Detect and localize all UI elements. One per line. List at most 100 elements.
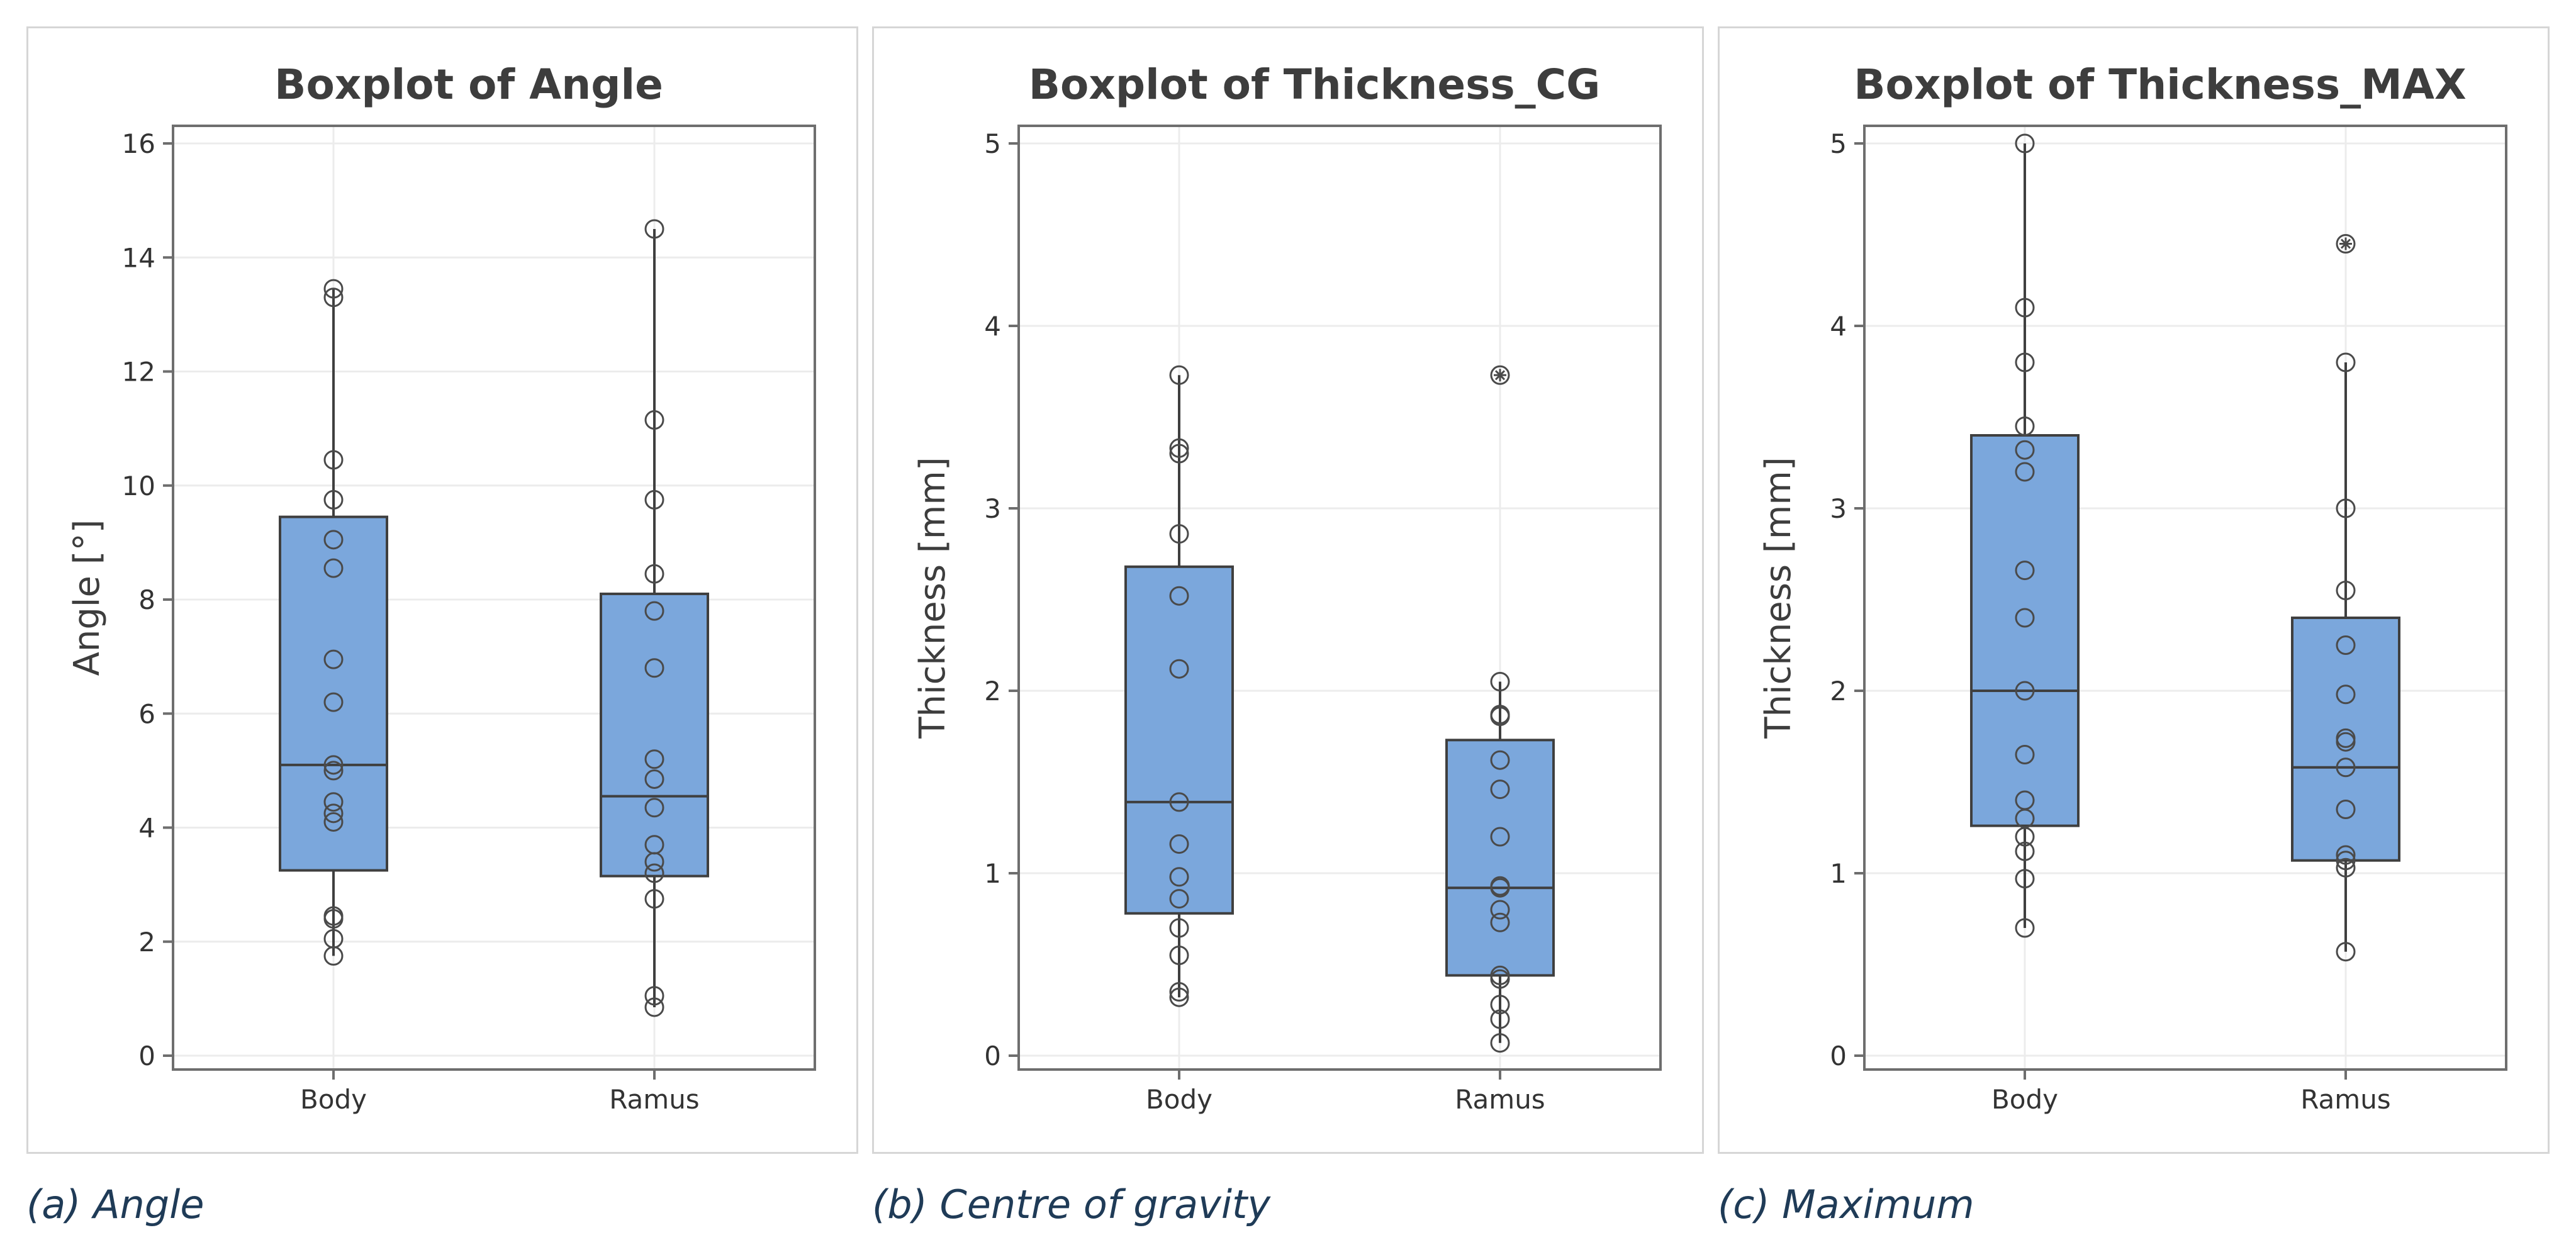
- data-point: [323, 692, 344, 712]
- iqr-box: [2291, 617, 2400, 862]
- y-tick-label: 16: [122, 128, 155, 159]
- chart-svg: Boxplot of Thickness_MAX 0 1 2 3 4 5 Thickness …: [1758, 60, 2507, 1115]
- data-point: [323, 792, 344, 812]
- data-point: [1490, 1009, 1510, 1029]
- data-point: [2336, 858, 2356, 878]
- outlier-marker: [2336, 234, 2356, 254]
- outlier-circle: [2336, 234, 2356, 254]
- box-body: [279, 279, 388, 966]
- data-point: [1169, 792, 1189, 812]
- data-point: [2015, 841, 2035, 861]
- caption-angle: (a) Angle: [26, 1182, 204, 1227]
- chart-panel-thickness-cg: Boxplot of Thickness_CG 0 1 2 3 4 5 Thickness […: [872, 26, 1704, 1154]
- grid-lines: [1864, 126, 2506, 1070]
- data-point: [2015, 561, 2035, 581]
- data-point: [323, 929, 344, 949]
- plot-frame: [1017, 125, 1662, 1071]
- data-point: [644, 601, 664, 621]
- data-point: [1490, 876, 1510, 896]
- data-point: [323, 755, 344, 775]
- data-point: [644, 863, 664, 883]
- y-tick-label: 0: [984, 1041, 1001, 1071]
- data-point: [2015, 681, 2035, 701]
- y-tick-label: 10: [122, 471, 155, 501]
- data-point: [2336, 581, 2356, 600]
- data-point: [323, 812, 344, 832]
- data-point: [2336, 942, 2356, 962]
- data-point: [2336, 757, 2356, 778]
- data-point: [1169, 444, 1189, 464]
- data-point: [1490, 1033, 1510, 1053]
- data-point: [2336, 352, 2356, 372]
- data-point: [2015, 352, 2035, 372]
- data-point: [1490, 995, 1510, 1015]
- data-point: [1490, 750, 1510, 770]
- data-point: [323, 906, 344, 926]
- data-point: [1169, 438, 1189, 458]
- data-point: [1490, 912, 1510, 932]
- y-tick-label: 3: [1830, 493, 1847, 524]
- data-point: [323, 279, 344, 299]
- iqr-box: [600, 592, 709, 878]
- chart-svg: Boxplot of Thickness_CG 0 1 2 3 4 5 Thickness […: [912, 60, 1662, 1115]
- data-point: [2336, 728, 2356, 748]
- data-point: [2336, 845, 2356, 865]
- chart-title: Boxplot of Thickness_MAX: [1854, 60, 2467, 109]
- y-tick-label: 5: [984, 128, 1001, 159]
- data-point: [1169, 834, 1189, 854]
- data-point: [323, 450, 344, 470]
- data-point: [644, 798, 664, 818]
- chart-title: Boxplot of Angle: [274, 60, 663, 109]
- outlier-cross-d2: [1494, 370, 1506, 381]
- x-tick-label: Ramus: [2300, 1084, 2390, 1115]
- data-point: [323, 530, 344, 550]
- y-tick-label: 4: [138, 813, 155, 844]
- data-point: [644, 889, 664, 909]
- box-body: [1124, 365, 1234, 1007]
- y-tick-label: 5: [1830, 128, 1847, 159]
- data-point: [1169, 918, 1189, 938]
- plot-frame: [172, 125, 816, 1071]
- data-point: [2015, 790, 2035, 810]
- data-point: [2336, 635, 2356, 655]
- data-point: [1169, 365, 1189, 385]
- data-point: [2015, 869, 2035, 889]
- y-tick-label: 6: [138, 698, 155, 729]
- data-point: [644, 219, 664, 239]
- data-point: [2336, 684, 2356, 705]
- box-body: [1970, 133, 2080, 938]
- data-point: [644, 410, 664, 430]
- data-point: [1169, 659, 1189, 679]
- iqr-box: [1124, 565, 1234, 915]
- data-point: [1490, 779, 1510, 800]
- y-tick-label: 4: [984, 311, 1001, 342]
- data-point: [1169, 867, 1189, 887]
- outlier-circle: [1490, 365, 1510, 385]
- data-point: [2015, 298, 2035, 318]
- data-point: [1169, 524, 1189, 544]
- data-point: [644, 835, 664, 855]
- box-ramus: [600, 219, 709, 1017]
- data-point: [1490, 965, 1510, 985]
- data-point: [2015, 745, 2035, 764]
- y-tick-label: 2: [138, 927, 155, 958]
- x-tick-label: Body: [1146, 1084, 1212, 1115]
- y-tick-label: 3: [984, 493, 1001, 524]
- y-tick-label: 1: [984, 858, 1001, 889]
- y-tick-label: 2: [1830, 676, 1847, 707]
- box-ramus: [2291, 234, 2400, 962]
- y-axis-label: Thickness [mm]: [912, 457, 953, 739]
- data-point: [644, 997, 664, 1017]
- chart-panel-thickness-max: Boxplot of Thickness_MAX 0 1 2 3 4 5 Thickness …: [1718, 26, 2550, 1154]
- x-tick-label: Body: [300, 1084, 367, 1115]
- data-point: [2015, 918, 2035, 938]
- caption-centre-of-gravity: (b) Centre of gravity: [872, 1182, 1271, 1227]
- y-tick-label: 8: [138, 584, 155, 615]
- y-tick-label: 4: [1830, 311, 1847, 342]
- y-tick-label: 2: [984, 676, 1001, 707]
- data-point: [323, 558, 344, 578]
- box-ramus: [1445, 365, 1555, 1053]
- data-point: [323, 803, 344, 824]
- plot-frame: [1863, 125, 2507, 1071]
- data-point: [1490, 705, 1510, 725]
